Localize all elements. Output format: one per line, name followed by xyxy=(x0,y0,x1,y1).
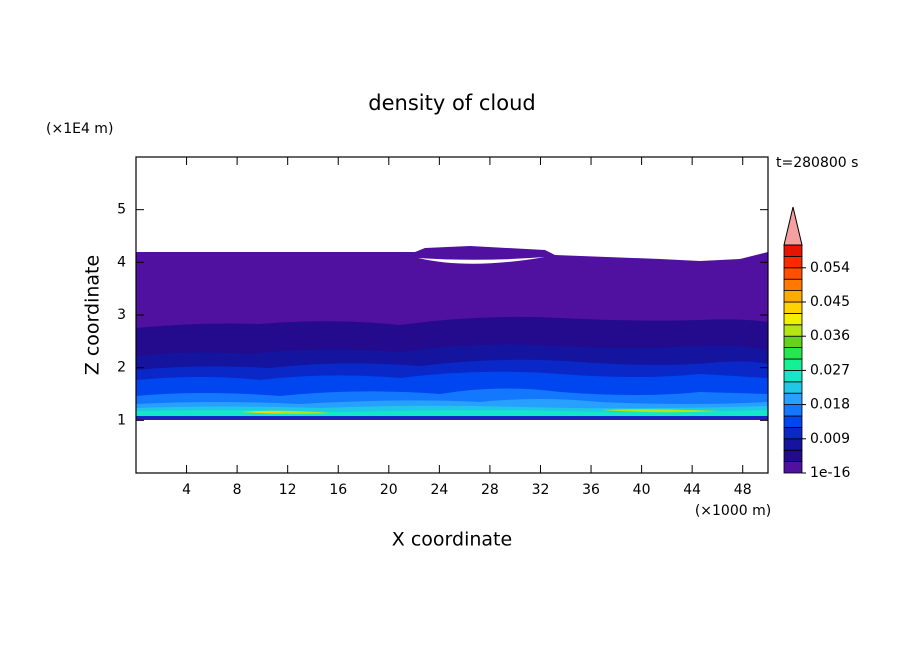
x-unit: (×1000 m) xyxy=(695,503,771,519)
x-tick-label: 28 xyxy=(481,482,499,498)
colorbar-label: 0.027 xyxy=(810,362,850,378)
colorbar-band xyxy=(783,312,803,326)
colorbar-band xyxy=(783,392,803,406)
y-axis-label: Z coordinate xyxy=(82,255,104,375)
x-tick-label: 40 xyxy=(633,482,651,498)
x-tick-label: 24 xyxy=(430,482,448,498)
colorbar-label: 0.045 xyxy=(810,294,850,310)
x-tick-label: 16 xyxy=(329,482,347,498)
x-tick-label: 20 xyxy=(380,482,398,498)
colorbar-band xyxy=(783,438,803,451)
y-tick-label: 3 xyxy=(117,307,126,323)
colorbar-label: 0.018 xyxy=(810,397,850,413)
x-tick-label: 4 xyxy=(182,482,191,498)
colorbar-label: 1e-16 xyxy=(810,465,850,481)
colorbar-band xyxy=(783,244,803,257)
colorbar-band xyxy=(783,267,803,280)
colorbar-label: 0.036 xyxy=(810,328,850,344)
y-tick-label: 4 xyxy=(117,254,126,270)
colorbar-label: 0.009 xyxy=(810,431,850,447)
colorbar-band xyxy=(783,415,803,428)
colorbar-band xyxy=(783,347,803,360)
x-tick-label: 12 xyxy=(279,482,297,498)
y-tick-label: 5 xyxy=(117,202,126,218)
colorbar-band xyxy=(783,369,803,383)
colorbar-band xyxy=(783,324,803,337)
colorbar-band xyxy=(783,449,803,463)
y-tick-label: 1 xyxy=(117,412,126,428)
contour-band xyxy=(250,411,285,413)
x-tick-label: 48 xyxy=(734,482,752,498)
colorbar-extension xyxy=(783,206,803,246)
x-tick-label: 8 xyxy=(233,482,242,498)
contour-band xyxy=(136,418,768,420)
time-label: t=280800 s xyxy=(776,155,858,171)
colorbar-band xyxy=(783,278,803,292)
colorbar-label: 0.054 xyxy=(810,260,850,276)
colorbar-band xyxy=(783,381,803,394)
x-axis-label: X coordinate xyxy=(392,529,512,551)
chart-title: density of cloud xyxy=(368,91,535,115)
colorbar-band xyxy=(783,255,803,269)
x-tick-label: 44 xyxy=(683,482,701,498)
colorbar-band xyxy=(783,461,803,474)
x-tick-label: 36 xyxy=(582,482,600,498)
y-tick-label: 2 xyxy=(117,360,126,376)
x-tick-label: 32 xyxy=(532,482,550,498)
contour-field xyxy=(136,246,768,420)
contour-hole xyxy=(418,257,545,264)
colorbar-band xyxy=(783,404,803,417)
colorbar-band xyxy=(783,335,803,349)
colorbar-band xyxy=(783,426,803,440)
colorbar-band xyxy=(783,290,803,303)
colorbar-band xyxy=(783,358,803,371)
contour-band xyxy=(240,409,720,414)
colorbar-band xyxy=(783,301,803,314)
y-unit: (×1E4 m) xyxy=(46,121,113,137)
